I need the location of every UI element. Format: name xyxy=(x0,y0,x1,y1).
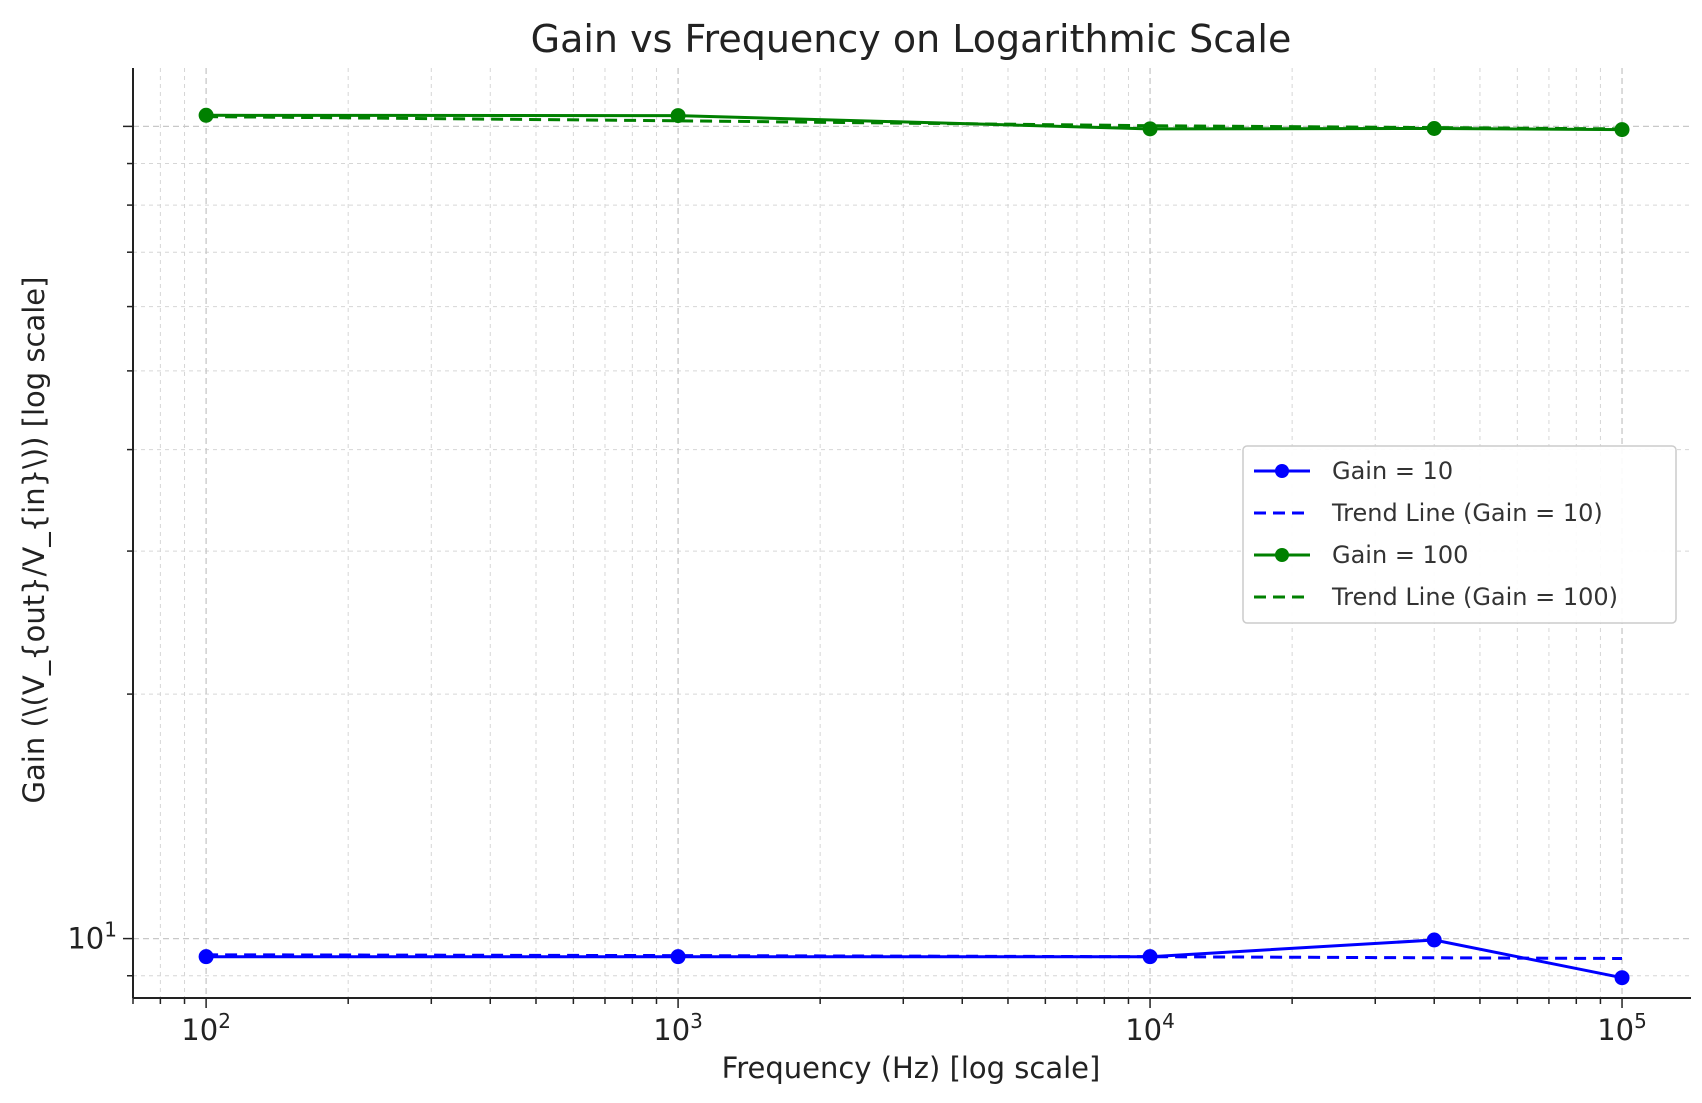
legend-marker-gain-100 xyxy=(1275,548,1289,562)
y-axis-label: Gain (\(V_{out}/V_{in}\)) [log scale] xyxy=(17,277,51,804)
data-point-gain-10 xyxy=(670,949,686,965)
legend-entries: Gain = 10 Trend Line (Gain = 10) Gain = 10… xyxy=(1254,457,1618,611)
x-tick-label-base: 10 xyxy=(1125,1013,1162,1047)
x-tick-label-exponent: 5 xyxy=(1634,1009,1647,1033)
axes xyxy=(132,68,1691,999)
x-tick-label: 102 xyxy=(181,1009,231,1047)
x-tick-label-base: 10 xyxy=(1597,1013,1634,1047)
series-layer xyxy=(198,107,1630,986)
legend-label: Trend Line (Gain = 100) xyxy=(1331,583,1618,611)
y-tick-label: 101 xyxy=(67,918,117,956)
data-point-gain-100 xyxy=(198,107,214,123)
x-tick-label-exponent: 3 xyxy=(690,1009,703,1033)
x-tick-label-base: 10 xyxy=(653,1013,690,1047)
x-tick-label-exponent: 4 xyxy=(1162,1009,1175,1033)
x-axis-label: Frequency (Hz) [log scale] xyxy=(722,1051,1101,1085)
y-tick-label-exponent: 1 xyxy=(104,918,117,942)
legend-box xyxy=(1242,445,1677,624)
data-point-gain-10 xyxy=(1142,949,1158,965)
data-point-gain-10 xyxy=(1426,932,1442,948)
x-tick-label: 104 xyxy=(1125,1009,1175,1047)
x-tick-label-exponent: 2 xyxy=(218,1009,231,1033)
legend-label: Trend Line (Gain = 10) xyxy=(1331,499,1603,527)
x-ticks: 102 103 104 105 xyxy=(132,998,1647,1047)
data-point-gain-10 xyxy=(1614,970,1630,986)
x-tick-label: 105 xyxy=(1597,1009,1647,1047)
data-point-gain-100 xyxy=(1426,121,1442,137)
y-tick-label-base: 10 xyxy=(67,922,104,956)
y-ticks: 101 xyxy=(67,125,133,977)
legend-label: Gain = 10 xyxy=(1332,457,1453,485)
chart-title: Gain vs Frequency on Logarithmic Scale xyxy=(531,17,1292,61)
data-point-gain-100 xyxy=(1142,121,1158,137)
x-tick-label-base: 10 xyxy=(181,1013,218,1047)
data-point-gain-100 xyxy=(670,108,686,124)
legend: Gain = 10 Trend Line (Gain = 10) Gain = 10… xyxy=(1242,445,1677,624)
data-point-gain-10 xyxy=(198,949,214,965)
legend-marker-gain-10 xyxy=(1275,464,1289,478)
data-point-gain-100 xyxy=(1614,122,1630,138)
legend-label: Gain = 100 xyxy=(1332,541,1468,569)
x-tick-label: 103 xyxy=(653,1009,703,1047)
